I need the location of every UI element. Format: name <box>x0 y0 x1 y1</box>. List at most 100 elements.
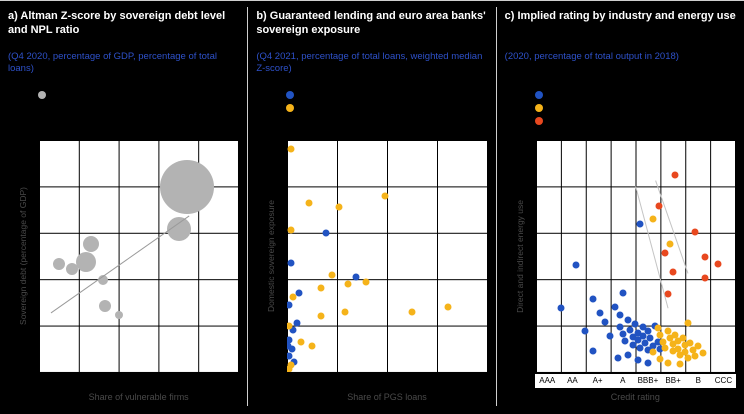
series-yellow-point <box>654 324 662 332</box>
x-tick-label: A+ <box>592 376 603 385</box>
legend-dot-series-blue <box>534 91 543 99</box>
series-blue-point <box>572 261 580 269</box>
series-yellow-point <box>287 145 295 153</box>
country-bubble-point <box>166 216 191 241</box>
series-yellow-point <box>287 226 295 234</box>
country-bubble-point <box>66 262 79 275</box>
ticks-spacer <box>505 374 535 388</box>
panel-b-legend <box>256 85 487 139</box>
series-yellow-point <box>328 271 336 279</box>
series-blue-point <box>557 304 565 312</box>
series-blue-point <box>631 320 639 328</box>
series-blue-point <box>601 318 609 326</box>
panel-b-x-axis-label: Share of PGS loans <box>347 392 427 402</box>
series-yellow-point <box>689 346 697 354</box>
series-yellow-point <box>305 199 313 207</box>
series-blue-point <box>634 356 642 364</box>
series-yellow-point <box>335 203 343 211</box>
series-blue-point <box>289 326 297 334</box>
series-blue-point <box>287 352 293 360</box>
series-yellow-point <box>681 348 689 356</box>
series-red-point <box>655 202 663 210</box>
series-yellow-point <box>684 354 692 362</box>
y-axis-label-text: Direct and indirect energy use <box>514 199 525 313</box>
series-yellow-point <box>308 342 316 350</box>
series-yellow-point <box>659 338 667 346</box>
series-blue-point <box>619 289 627 297</box>
panel-b-ticks-row <box>256 374 487 388</box>
series-blue-point <box>616 323 624 331</box>
panel-c-subtitle: (2020, percentage of total output in 201… <box>504 51 679 62</box>
series-yellow-point <box>341 308 349 316</box>
panel-c-x-axis-label: Credit rating <box>610 392 660 402</box>
series-red-point <box>701 253 709 261</box>
panel-b: b) Guaranteed lending and euro area bank… <box>247 7 495 406</box>
panel-a: a) Altman Z-score by sovereign debt leve… <box>0 7 247 406</box>
ticks-spacer <box>256 374 286 388</box>
series-yellow-point <box>656 331 664 339</box>
x-tick-label: BB+ <box>665 376 681 385</box>
series-blue-point <box>626 326 634 334</box>
panel-b-ticks <box>286 374 487 388</box>
series-blue-point <box>287 301 293 309</box>
series-yellow-point <box>297 338 305 346</box>
x-tick-label: B <box>695 376 701 385</box>
legend-dot-series-yellow <box>286 104 295 112</box>
series-blue-point <box>614 354 622 362</box>
series-yellow-point <box>649 215 657 223</box>
series-blue-point <box>287 259 295 267</box>
panel-c-y-axis-label: Direct and indirect energy use <box>505 139 535 373</box>
series-blue-point <box>636 344 644 352</box>
panel-a-subtitle: (Q4 2020, percentage of GDP, percentage … <box>8 51 217 75</box>
series-yellow-point <box>666 240 674 248</box>
x-tick-label: A <box>620 376 626 385</box>
series-yellow-point <box>694 342 702 350</box>
series-yellow-point <box>649 348 657 356</box>
panel-c-x-tick-labels: AAA AA A+ A BBB+ BB+ B CCC <box>534 374 736 388</box>
series-blue-point <box>634 336 642 344</box>
series-blue-point <box>606 332 614 340</box>
series-blue-point <box>656 345 664 353</box>
series-red-point <box>701 274 709 282</box>
series-blue-point <box>287 336 293 344</box>
series-red-point <box>661 249 669 257</box>
series-blue-point <box>646 334 654 342</box>
series-yellow-point <box>664 359 672 367</box>
panel-b-title: b) Guaranteed lending and euro area bank… <box>256 10 486 37</box>
series-yellow-point <box>666 334 674 342</box>
legend-dot-series-yellow <box>534 104 543 112</box>
series-blue-point <box>589 347 597 355</box>
series-blue-point <box>644 359 652 367</box>
x-tick-label: BBB+ <box>637 376 659 385</box>
x-tick-label: AAA <box>539 376 556 385</box>
series-blue-point <box>629 341 637 349</box>
series-blue-point <box>352 273 360 281</box>
panel-c-ticks-row: AAA AA A+ A BBB+ BB+ B CCC <box>505 374 736 388</box>
series-yellow-point <box>669 347 677 355</box>
series-blue-point <box>641 339 649 347</box>
panel-a-legend <box>8 85 239 139</box>
series-blue-point <box>589 295 597 303</box>
panel-a-chart-row: Sovereign debt (percentage of GDP) <box>8 139 240 373</box>
panel-a-ticks <box>38 374 239 388</box>
panel-b-scatter-plot <box>286 139 488 373</box>
ticks-spacer <box>8 374 38 388</box>
panel-c-chart-row: Direct and indirect energy use <box>505 139 736 373</box>
series-yellow-point <box>674 345 682 353</box>
country-bubble-point <box>114 311 123 320</box>
series-blue-point <box>581 327 589 335</box>
series-yellow-point <box>674 337 682 345</box>
panel-c-legend <box>505 85 736 139</box>
series-blue-point <box>616 311 624 319</box>
series-blue-point <box>322 229 330 237</box>
panel-c-title: c) Implied rating by industry and energy… <box>504 10 736 22</box>
series-yellow-point <box>287 322 293 330</box>
country-bubble-point <box>75 252 96 273</box>
series-yellow-point <box>684 319 692 327</box>
series-yellow-point <box>362 278 370 286</box>
series-blue-point <box>611 303 619 311</box>
series-yellow-point <box>381 192 389 200</box>
country-bubble-point <box>99 299 112 312</box>
panel-b-subtitle: (Q4 2021, percentage of total loans, wei… <box>256 51 483 75</box>
legend-dot-country-bubble <box>38 91 46 99</box>
